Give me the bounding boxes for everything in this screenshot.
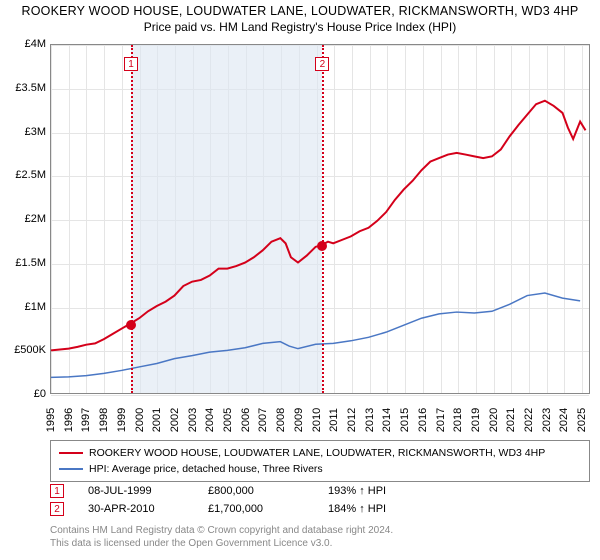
x-axis-label: 2017 (435, 408, 447, 432)
x-axis-label: 2018 (452, 408, 464, 432)
legend-swatch (59, 452, 83, 454)
x-axis-label: 2015 (399, 408, 411, 432)
x-axis-label: 2024 (558, 408, 570, 432)
chart-subtitle: Price paid vs. HM Land Registry's House … (0, 20, 600, 34)
x-axis-label: 2000 (134, 408, 146, 432)
y-axis-label: £500K (0, 344, 46, 356)
sale-dot (126, 320, 136, 330)
sale-marker-box: 2 (315, 57, 329, 71)
x-axis-label: 2003 (187, 408, 199, 432)
x-axis-label: 2011 (328, 408, 340, 432)
legend-label: HPI: Average price, detached house, Thre… (89, 463, 323, 475)
sale-row: 1 08-JUL-1999£800,000193% ↑ HPI (50, 482, 590, 500)
sale-date: 30-APR-2010 (88, 503, 208, 515)
x-axis-label: 2009 (293, 408, 305, 432)
x-axis-label: 1999 (116, 408, 128, 432)
sale-row-box: 1 (50, 484, 64, 498)
sale-vline (322, 45, 324, 393)
chart-plot-area: 12 (50, 44, 590, 394)
y-axis-label: £4M (0, 38, 46, 50)
x-axis-label: 2005 (222, 408, 234, 432)
x-axis-label: 2021 (505, 408, 517, 432)
sale-pct: 184% ↑ HPI (328, 503, 448, 515)
x-axis-label: 2006 (240, 408, 252, 432)
x-axis-label: 2008 (275, 408, 287, 432)
sale-vline (131, 45, 133, 393)
sales-table: 1 08-JUL-1999£800,000193% ↑ HPI 2 30-APR-20… (50, 482, 590, 518)
x-axis-label: 2014 (381, 408, 393, 432)
footer-line: Contains HM Land Registry data © Crown c… (50, 524, 590, 537)
x-axis-label: 2012 (346, 408, 358, 432)
x-axis-label: 2013 (364, 408, 376, 432)
x-axis-label: 2010 (311, 408, 323, 432)
legend-row: HPI: Average price, detached house, Thre… (59, 461, 581, 477)
x-axis-label: 2019 (470, 408, 482, 432)
legend: ROOKERY WOOD HOUSE, LOUDWATER LANE, LOUD… (50, 440, 590, 482)
x-axis-label: 1996 (63, 408, 75, 432)
y-axis-label: £2.5M (0, 169, 46, 181)
sale-price: £1,700,000 (208, 503, 328, 515)
sale-price: £800,000 (208, 485, 328, 497)
y-axis-label: £1.5M (0, 257, 46, 269)
sale-marker-box: 1 (124, 57, 138, 71)
y-axis-label: £2M (0, 213, 46, 225)
x-axis-label: 2023 (541, 408, 553, 432)
sale-row: 2 30-APR-2010£1,700,000184% ↑ HPI (50, 500, 590, 518)
x-axis-label: 1997 (80, 408, 92, 432)
sale-pct: 193% ↑ HPI (328, 485, 448, 497)
x-axis-label: 2007 (257, 408, 269, 432)
legend-label: ROOKERY WOOD HOUSE, LOUDWATER LANE, LOUD… (89, 447, 545, 459)
y-axis-label: £3.5M (0, 82, 46, 94)
x-axis-label: 2001 (151, 408, 163, 432)
x-axis-label: 2020 (488, 408, 500, 432)
sale-date: 08-JUL-1999 (88, 485, 208, 497)
legend-swatch (59, 468, 83, 470)
footer-attribution: Contains HM Land Registry data © Crown c… (50, 524, 590, 550)
x-axis-label: 2016 (417, 408, 429, 432)
x-axis-label: 2004 (204, 408, 216, 432)
x-axis-label: 2022 (523, 408, 535, 432)
x-axis-label: 1998 (98, 408, 110, 432)
y-axis-label: £3M (0, 126, 46, 138)
sale-dot (317, 241, 327, 251)
x-axis-label: 2025 (576, 408, 588, 432)
footer-line: This data is licensed under the Open Gov… (50, 537, 590, 550)
x-axis-label: 1995 (45, 408, 57, 432)
legend-row: ROOKERY WOOD HOUSE, LOUDWATER LANE, LOUD… (59, 445, 581, 461)
chart-title: ROOKERY WOOD HOUSE, LOUDWATER LANE, LOUD… (0, 4, 600, 18)
y-axis-label: £1M (0, 301, 46, 313)
sale-row-box: 2 (50, 502, 64, 516)
y-axis-label: £0 (0, 388, 46, 400)
x-axis-label: 2002 (169, 408, 181, 432)
